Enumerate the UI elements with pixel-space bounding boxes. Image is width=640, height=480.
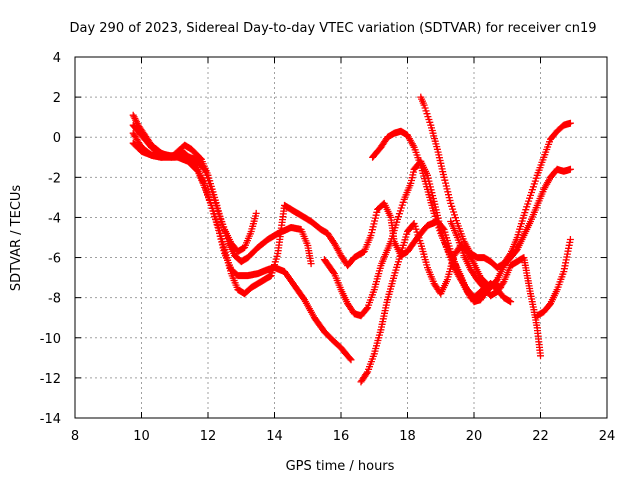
series-track-4: [129, 121, 495, 304]
y-tick-label: 0: [53, 131, 61, 146]
data-series: [129, 93, 574, 386]
series-track-10: [533, 236, 574, 320]
y-tick-label: 2: [53, 91, 61, 106]
y-tick-label: -6: [48, 252, 61, 267]
x-tick-label: 18: [399, 429, 416, 444]
series-markers: [417, 93, 574, 272]
x-axis-label: GPS time / hours: [286, 459, 395, 474]
y-tick-label: -14: [40, 412, 61, 427]
y-tick-label: -10: [40, 332, 61, 347]
series-markers: [129, 121, 495, 304]
x-tick-label: 8: [71, 429, 79, 444]
y-tick-label: -8: [48, 292, 61, 307]
y-tick-label: 4: [53, 51, 61, 66]
chart-title: Day 290 of 2023, Sidereal Day-to-day VTE…: [69, 21, 596, 36]
x-tick-label: 24: [599, 429, 616, 444]
series-markers: [533, 236, 574, 320]
y-tick-label: -4: [48, 211, 61, 226]
x-tick-label: 16: [333, 429, 350, 444]
series-markers: [357, 165, 574, 386]
x-tick-label: 20: [466, 429, 483, 444]
y-tick-label: -12: [40, 372, 61, 387]
series-markers: [447, 218, 544, 360]
y-tick-label: -2: [48, 171, 61, 186]
series-track-6: [357, 165, 574, 386]
series-track-9: [447, 218, 544, 360]
x-tick-label: 10: [133, 429, 150, 444]
x-tick-label: 22: [532, 429, 549, 444]
x-tick-label: 14: [266, 429, 283, 444]
y-axis-label: SDTVAR / TECUs: [9, 185, 24, 292]
x-tick-label: 12: [200, 429, 217, 444]
series-track-8: [417, 93, 574, 272]
